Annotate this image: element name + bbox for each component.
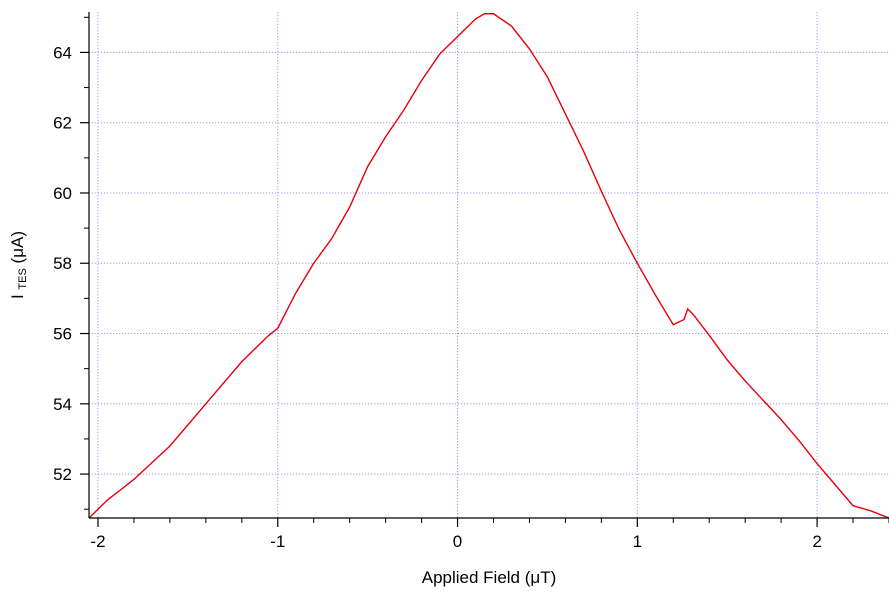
x-tick-label: -2	[90, 532, 105, 551]
y-tick-label: 52	[53, 465, 72, 484]
series-line	[88, 13, 889, 519]
x-axis-title: Applied Field (μT)	[422, 568, 557, 587]
y-tick-label: 54	[53, 395, 72, 414]
x-tick-label: 1	[633, 532, 642, 551]
y-tick-label: 56	[53, 325, 72, 344]
x-tick-label: -1	[270, 532, 285, 551]
ticks: -2 -1 0 1 2 52 54 56 58 60 62 64	[53, 16, 889, 551]
y-tick-label: 62	[53, 114, 72, 133]
y-axis-title-sub: TES	[17, 268, 29, 289]
y-tick-label: 64	[53, 43, 72, 62]
y-tick-label: 58	[53, 254, 72, 273]
grid-lines	[89, 12, 889, 518]
y-tick-label: 60	[53, 184, 72, 203]
x-tick-label: 2	[812, 532, 821, 551]
y-axis-title-rest: (μA)	[8, 231, 27, 263]
x-tick-label: 0	[453, 532, 462, 551]
axes	[88, 12, 889, 519]
y-axis-title: I TES (μA)	[8, 231, 30, 299]
y-axis-title-main: I	[8, 294, 27, 299]
